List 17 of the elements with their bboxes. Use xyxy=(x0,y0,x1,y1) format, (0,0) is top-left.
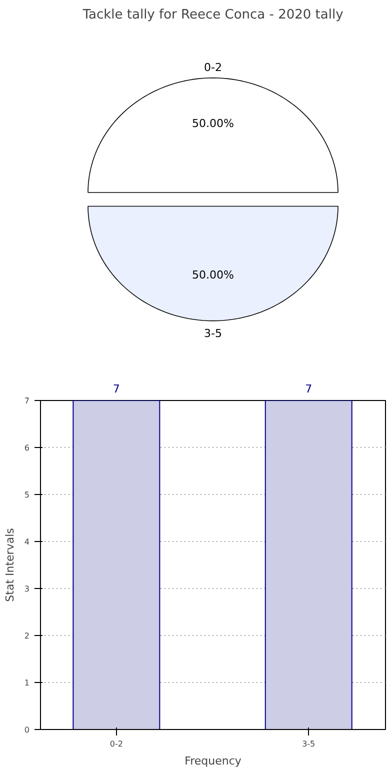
y-tick-label: 4 xyxy=(24,538,30,546)
data-label: 50.00% xyxy=(192,268,234,282)
y-tick-label: 7 xyxy=(24,396,30,406)
chart-title: Tackle tally for Reece Conca - 2020 tally xyxy=(82,8,344,22)
slice-label: 0-2 xyxy=(204,60,222,74)
slice-label: 3-5 xyxy=(204,326,222,340)
y-tick-label: 5 xyxy=(24,490,30,500)
y-axis-title: Stat Intervals xyxy=(3,528,16,602)
data-label: 50.00% xyxy=(192,117,234,130)
y-tick-label: 6 xyxy=(24,444,30,452)
y-tick-label: 0 xyxy=(24,726,30,734)
y-tick-label: 1 xyxy=(24,678,30,688)
data-label: 7 xyxy=(305,382,312,396)
x-axis-title: Frequency xyxy=(184,754,242,768)
y-tick-label: 3 xyxy=(24,584,30,594)
data-label: 7 xyxy=(112,382,120,396)
y-tick-label: 2 xyxy=(24,632,30,640)
